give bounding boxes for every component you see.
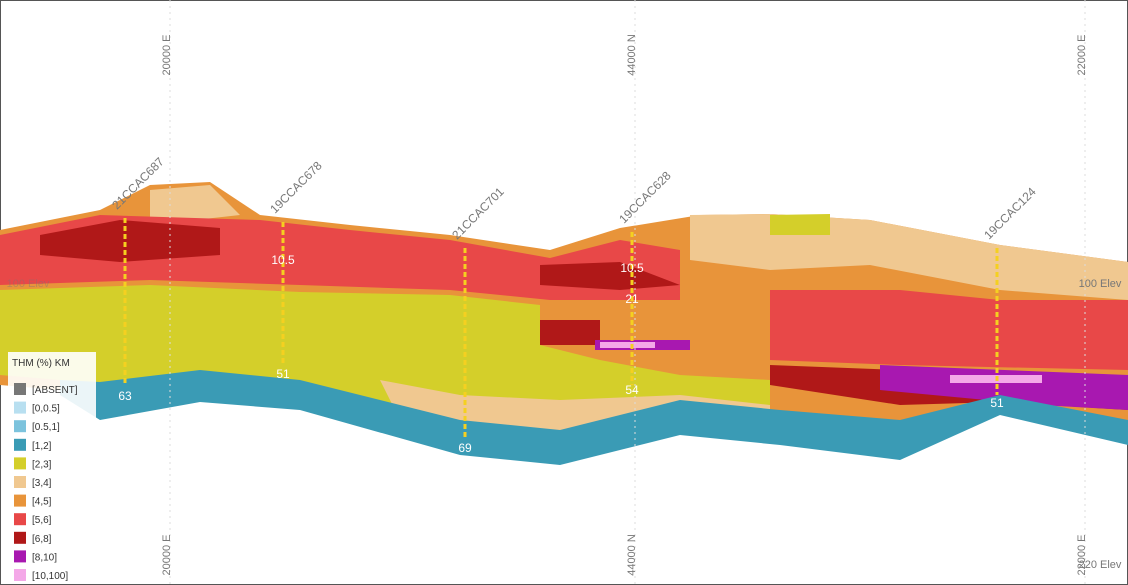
assay-value: 69 — [458, 441, 472, 455]
legend-label: [4,5] — [32, 497, 52, 508]
cross-section — [0, 182, 1128, 465]
legend-swatch — [14, 531, 26, 544]
legend-label: [ABSENT] — [32, 385, 78, 396]
legend-label: [3,4] — [32, 478, 52, 489]
assay-value: 63 — [118, 389, 132, 403]
legend-swatch — [14, 476, 26, 488]
legend: THM (%) KM [ABSENT] [0,0.5] [0.5,1] [1,2] [2,… — [8, 352, 96, 584]
legend-label: [6,8] — [32, 534, 52, 545]
legend-swatch — [14, 569, 26, 581]
legend-swatch — [14, 420, 26, 433]
legend-label: [2,3] — [32, 459, 52, 470]
axis-label-top: 20000 E — [161, 35, 173, 76]
assay-value: 51 — [276, 367, 290, 381]
legend-swatch — [14, 438, 26, 451]
assay-value: 54 — [625, 383, 639, 397]
axis-label-top: 44000 N — [626, 34, 638, 76]
assay-value: 21 — [625, 292, 639, 306]
assay-value: 51 — [990, 396, 1004, 410]
legend-swatch — [14, 457, 26, 470]
axis-label-bottom: 44000 N — [626, 534, 638, 576]
legend-swatch — [14, 550, 26, 563]
axis-label-bottom: 22000 E — [1076, 535, 1088, 576]
elevation-label: 100 Elev — [7, 278, 50, 290]
legend-swatch — [14, 401, 26, 414]
assay-value: 10.5 — [620, 261, 644, 275]
legend-label: [5,6] — [32, 515, 52, 526]
legend-swatch — [14, 383, 26, 395]
legend-label: [1,2] — [32, 441, 52, 452]
legend-label: [10,100] — [32, 571, 68, 582]
legend-title: THM (%) KM — [12, 358, 70, 369]
axis-label-bottom: 20000 E — [161, 535, 173, 576]
legend-swatch — [14, 513, 26, 526]
legend-label: [0.5,1] — [32, 422, 60, 433]
axis-label-top: 22000 E — [1076, 35, 1088, 76]
assay-value: 10.5 — [271, 253, 295, 267]
legend-label: [0,0.5] — [32, 404, 60, 415]
legend-label: [8,10] — [32, 552, 57, 563]
elevation-label: 100 Elev — [1079, 278, 1122, 290]
legend-swatch — [14, 494, 26, 507]
elevation-label: 220 Elev — [1079, 559, 1122, 571]
